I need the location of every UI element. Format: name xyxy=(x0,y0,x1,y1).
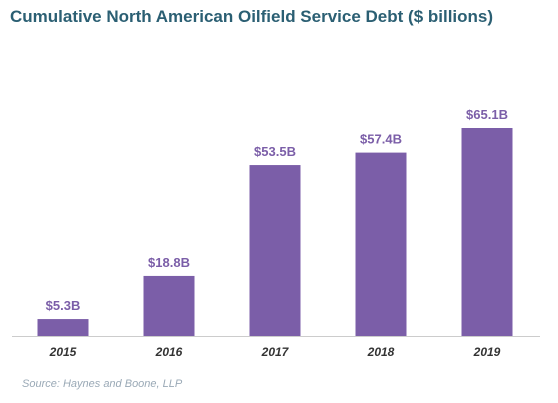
x-tick-label-2019: 2019 xyxy=(473,345,501,359)
x-tick-label-2018: 2018 xyxy=(367,345,395,359)
x-tick-label-2017: 2017 xyxy=(261,345,290,359)
bar-value-label-2015: $5.3B xyxy=(46,298,81,313)
bar-2018 xyxy=(355,152,407,336)
chart-title: Cumulative North American Oilfield Servi… xyxy=(10,7,494,26)
bar-value-label-2019: $65.1B xyxy=(466,107,508,122)
x-tick-label-2016: 2016 xyxy=(155,345,183,359)
bar-2015 xyxy=(37,319,89,336)
bar-2017 xyxy=(249,165,301,336)
bar-2019 xyxy=(461,128,513,336)
x-tick-label-2015: 2015 xyxy=(49,345,77,359)
bar-labels-group: $5.3B $18.8B $53.5B $57.4B $65.1B xyxy=(46,107,508,313)
bar-value-label-2016: $18.8B xyxy=(148,255,190,270)
bar-value-label-2017: $53.5B xyxy=(254,144,296,159)
source-note: Source: Haynes and Boone, LLP xyxy=(22,378,183,390)
x-tick-labels-group: 2015 2016 2017 2018 2019 xyxy=(49,345,501,359)
bar-value-label-2018: $57.4B xyxy=(360,132,402,147)
bars-group xyxy=(37,128,513,336)
bar-2016 xyxy=(143,275,195,336)
